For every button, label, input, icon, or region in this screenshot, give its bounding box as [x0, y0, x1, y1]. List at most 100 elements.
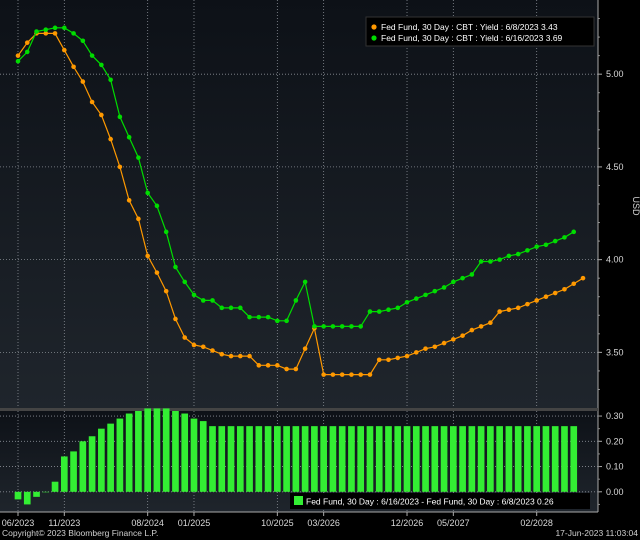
series-point-1	[497, 309, 502, 314]
series-point-1	[552, 290, 558, 296]
y-tick-label-top: 4.50	[606, 162, 624, 172]
bar	[274, 426, 281, 492]
series-point-1	[515, 305, 521, 311]
series-point-2	[108, 77, 113, 83]
bar	[385, 426, 392, 492]
series-point-2	[80, 38, 86, 44]
series-point-1	[478, 324, 484, 329]
series-point-2	[386, 307, 391, 313]
y-tick-label-bottom: 0.10	[606, 462, 624, 472]
series-point-1	[330, 372, 336, 377]
series-point-1	[376, 357, 382, 363]
bar	[431, 426, 439, 492]
series-point-2	[126, 134, 132, 140]
series-point-2	[506, 253, 512, 259]
series-point-1	[580, 275, 586, 281]
bar	[88, 436, 96, 492]
legend-top	[365, 16, 595, 47]
series-point-2	[247, 314, 252, 320]
series-point-1	[210, 348, 215, 353]
series-point-1	[358, 372, 364, 377]
series-point-1	[237, 353, 243, 359]
series-point-2	[228, 305, 234, 311]
bar	[338, 426, 346, 492]
y-tick-label-bottom: 0.30	[606, 411, 624, 421]
bar	[33, 491, 40, 497]
series-point-2	[497, 257, 502, 262]
y-tick-label-top: 4.00	[606, 255, 624, 265]
series-point-1	[117, 164, 123, 170]
y-tick-label-bottom: 0.00	[606, 487, 624, 497]
footer: Copyright© 2023 Bloomberg Finance L.P. 1…	[0, 527, 640, 540]
x-tick-label: 03/2026	[307, 518, 340, 527]
series-point-2	[52, 25, 58, 31]
bar	[542, 426, 550, 492]
bar	[505, 426, 513, 492]
series-point-1	[339, 372, 345, 377]
series-point-2	[34, 29, 39, 34]
bar	[199, 421, 207, 492]
bar	[283, 426, 290, 492]
series-point-2	[413, 296, 419, 301]
bar	[329, 426, 337, 492]
series-point-2	[339, 324, 345, 329]
series-point-1	[284, 366, 289, 372]
series-point-2	[62, 25, 67, 31]
bar	[172, 411, 179, 492]
series-point-1	[24, 40, 30, 45]
bar	[190, 418, 198, 492]
bar	[459, 426, 466, 492]
bar	[42, 491, 50, 493]
series-point-2	[275, 318, 280, 324]
series-point-2	[358, 324, 364, 329]
bar	[311, 426, 318, 492]
bar	[181, 413, 189, 492]
series-point-1	[145, 253, 150, 259]
series-point-1	[228, 353, 234, 359]
series-point-1	[265, 363, 271, 368]
series-point-1	[525, 301, 530, 307]
series-point-2	[43, 27, 49, 32]
x-tick-label: 12/2026	[391, 518, 424, 527]
legend-label-1: Fed Fund, 30 Day : CBT : Yield : 6/8/202…	[381, 22, 558, 32]
series-point-1	[52, 31, 58, 36]
series-point-2	[145, 190, 150, 196]
series-point-2	[117, 114, 123, 120]
bar	[236, 426, 244, 492]
series-point-2	[469, 272, 475, 277]
series-point-1	[247, 353, 252, 359]
bar	[227, 426, 235, 492]
series-point-2	[163, 229, 169, 235]
series-point-2	[451, 279, 456, 285]
series-point-2	[395, 305, 401, 311]
series-point-1	[126, 197, 132, 203]
bar	[135, 411, 142, 492]
series-point-2	[312, 324, 317, 329]
y-tick-label-top: 5.00	[606, 69, 624, 79]
series-point-2	[200, 298, 206, 303]
series-point-1	[423, 346, 428, 351]
bar	[70, 451, 77, 492]
series-point-2	[441, 285, 447, 290]
series-point-1	[469, 327, 475, 333]
bar	[125, 413, 133, 492]
legend-marker-2	[371, 35, 377, 41]
series-point-2	[219, 305, 225, 311]
x-tick-label: 08/2024	[131, 518, 164, 527]
x-tick-label: 02/2028	[520, 518, 553, 527]
bar	[246, 426, 253, 492]
series-point-2	[478, 259, 484, 264]
series-point-1	[404, 353, 410, 359]
bar	[264, 426, 272, 492]
legend-marker-bar	[294, 496, 303, 505]
series-point-2	[182, 279, 188, 285]
series-point-1	[200, 344, 206, 350]
y-tick-label-top: 3.50	[606, 347, 624, 357]
series-point-1	[432, 344, 438, 350]
series-point-1	[163, 288, 169, 294]
series-point-2	[24, 49, 30, 55]
series-point-1	[275, 363, 280, 368]
series-point-1	[293, 366, 299, 372]
series-point-2	[256, 314, 262, 320]
x-tick-label: 01/2025	[178, 518, 211, 527]
